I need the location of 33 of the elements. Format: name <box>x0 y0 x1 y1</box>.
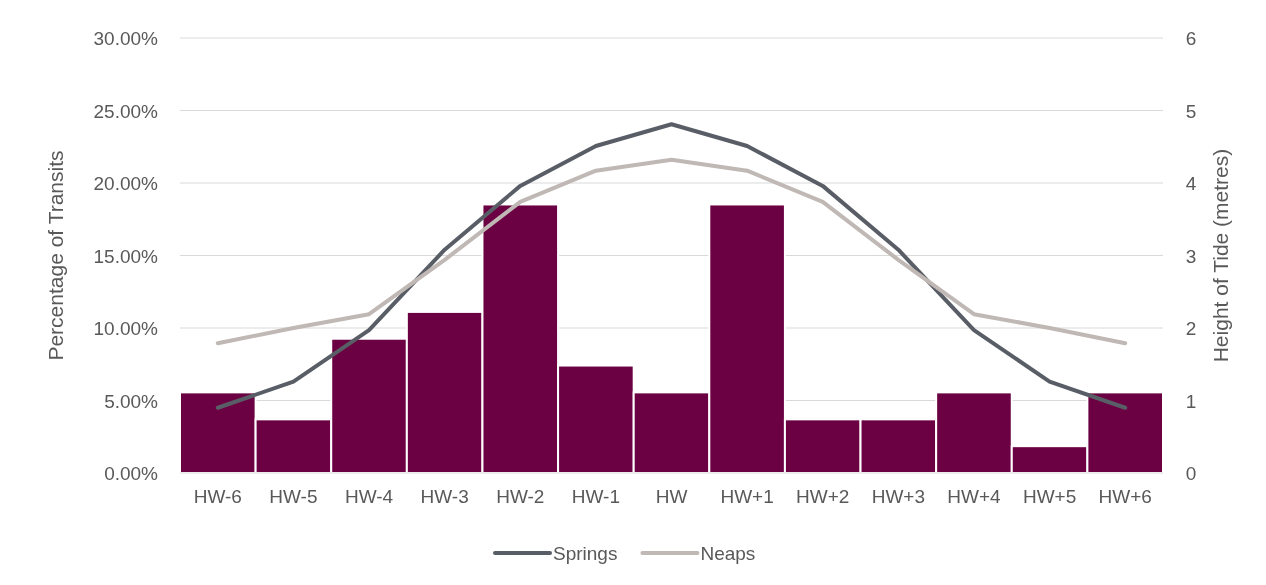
y2-tick-label: 5 <box>1185 100 1197 122</box>
x-tick-label: HW <box>655 486 688 507</box>
y-tick-label: 10.00% <box>93 318 159 339</box>
x-tick-label: HW+4 <box>947 486 1002 507</box>
y-tick-label: 0.00% <box>104 463 159 484</box>
x-tick-label: HW+2 <box>796 486 850 507</box>
x-tick-label: HW+3 <box>871 486 926 507</box>
y2-axis-title: Height of Tide (metres) <box>1209 148 1232 363</box>
x-tick-label: HW-2 <box>496 486 545 507</box>
y2-tick-label: 0 <box>1185 463 1197 484</box>
x-tick-label: HW-4 <box>344 486 394 507</box>
y2-tick-label: 1 <box>1185 390 1197 412</box>
y-tick-label: 15.00% <box>93 245 159 267</box>
x-tick-label: HW-1 <box>571 486 620 507</box>
x-tick-label: HW+6 <box>1098 486 1152 507</box>
line-series <box>215 157 1128 346</box>
y-tick-label: 25.00% <box>93 100 159 122</box>
y-tick-label: 20.00% <box>93 173 159 194</box>
y-tick-label: 30.00% <box>93 28 159 49</box>
x-tick-label: HW-6 <box>193 486 242 507</box>
x-tick-label: HW+1 <box>720 486 774 507</box>
y2-tick-label: 6 <box>1185 28 1197 49</box>
y2-tick-label: 4 <box>1185 173 1197 194</box>
line-series <box>215 122 1128 410</box>
legend-label: Neaps <box>700 543 756 564</box>
y-tick-label: 5.00% <box>104 390 159 412</box>
y-axis-title: Percentage of Transits <box>44 150 67 361</box>
x-tick-label: HW-3 <box>420 486 469 507</box>
y2-tick-label: 2 <box>1185 318 1197 339</box>
x-tick-label: HW-5 <box>269 486 318 507</box>
y2-tick-label: 3 <box>1185 245 1197 267</box>
x-tick-label: HW+5 <box>1022 486 1077 507</box>
legend-label: Springs <box>553 543 618 564</box>
